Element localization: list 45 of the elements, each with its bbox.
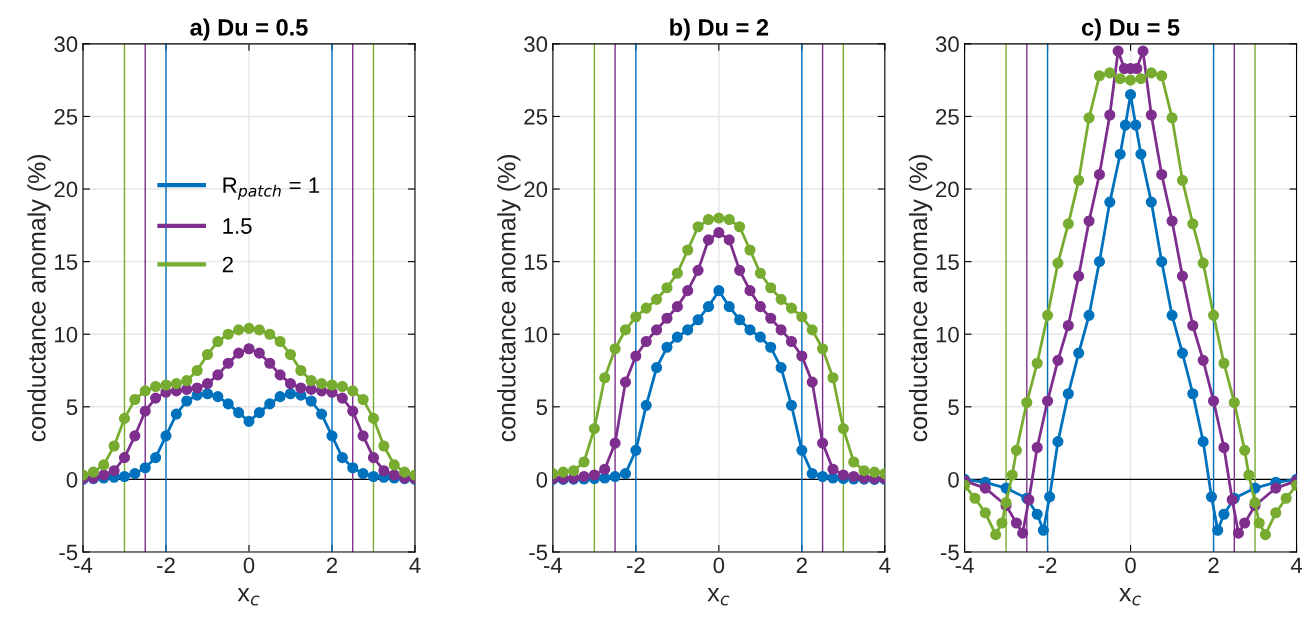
y-tick-label: 25 — [524, 108, 548, 125]
x-axis-title: x$_{c}$ — [1119, 588, 1142, 606]
x-tick-label: 4 — [409, 557, 421, 573]
y-tick-label: 0 — [66, 471, 78, 488]
x-tick-label: 4 — [1290, 557, 1303, 573]
y-tick-label: 25 — [936, 108, 959, 125]
x-tick-label: 2 — [1208, 557, 1219, 573]
y-tick-label: 20 — [524, 181, 548, 198]
y-axis-title: conductance anomaly (%) — [497, 154, 521, 442]
y-tick-label: 10 — [936, 326, 959, 343]
y-axis-title: conductance anomaly (%) — [27, 154, 51, 442]
legend-label: R$_{patch}$ = 1 — [223, 177, 320, 200]
chart-title: a) Du = 0.5 — [190, 18, 308, 41]
legend-label: 1.5 — [223, 218, 252, 234]
y-tick-label: 30 — [54, 36, 78, 53]
x-tick-label: 0 — [713, 557, 725, 574]
y-tick-label: 15 — [936, 254, 959, 270]
y-tick-label: 15 — [524, 254, 548, 270]
x-axis-title: x$_{c}$ — [707, 588, 730, 606]
x-tick-label: 0 — [1125, 557, 1136, 574]
y-tick-label: 20 — [936, 181, 959, 198]
y-tick-label: 10 — [55, 326, 78, 343]
y-tick-label: 25 — [54, 108, 78, 125]
x-tick-label: 0 — [243, 557, 255, 574]
y-tick-label: 20 — [54, 181, 78, 198]
legend-label: 2 — [222, 256, 233, 273]
y-tick-label: 30 — [935, 36, 959, 53]
x-tick-label: -2 — [1038, 557, 1057, 573]
y-tick-label: 5 — [948, 399, 959, 416]
x-tick-label: 2 — [326, 557, 338, 573]
y-tick-label: 10 — [524, 326, 548, 343]
y-tick-label: 5 — [536, 399, 548, 416]
chart-title: c) Du = 5 — [1081, 18, 1180, 41]
y-axis-title: conductance anomaly (%) — [908, 154, 933, 442]
y-tick-label: 15 — [55, 254, 78, 270]
y-tick-label: 0 — [948, 471, 959, 488]
x-tick-label: 4 — [879, 557, 891, 573]
y-tick-label: 30 — [524, 36, 548, 53]
x-tick-label: -2 — [626, 557, 645, 573]
chart-title: b) Du = 2 — [670, 18, 769, 41]
y-tick-label: 5 — [66, 399, 78, 416]
y-tick-label: 0 — [536, 471, 548, 488]
x-tick-label: -2 — [157, 557, 175, 573]
x-axis-title: x$_{c}$ — [237, 588, 260, 606]
x-tick-label: 2 — [796, 557, 807, 573]
